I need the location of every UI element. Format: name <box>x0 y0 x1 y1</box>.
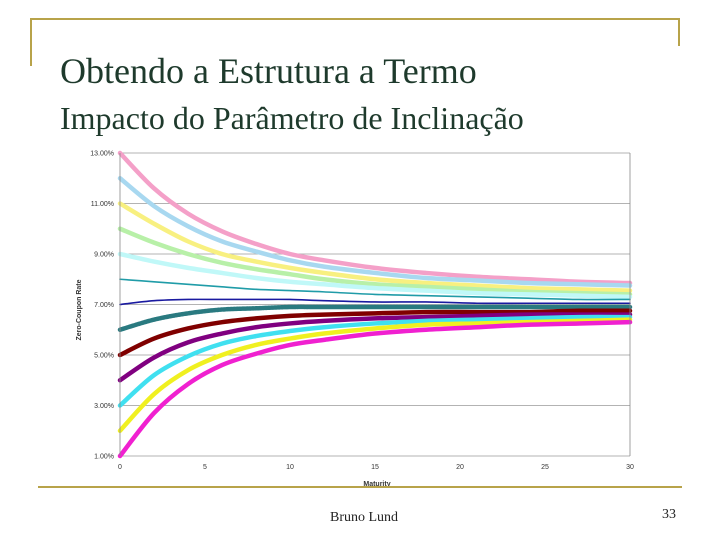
x-tick-label: 20 <box>456 464 464 471</box>
x-tick-label: 15 <box>371 464 379 471</box>
x-tick-label: 5 <box>203 464 207 471</box>
y-tick-label: 3.00% <box>94 403 114 410</box>
x-tick-label: 30 <box>626 464 634 471</box>
series-line <box>117 201 633 293</box>
series-line <box>117 176 633 288</box>
slide-title: Obtendo a Estrutura a Termo <box>60 51 477 91</box>
x-tick-label: 0 <box>118 464 122 471</box>
series-line <box>117 317 633 433</box>
y-tick-label: 1.00% <box>94 454 114 461</box>
series-line <box>117 312 633 383</box>
series-line <box>117 150 633 286</box>
page-number: 33 <box>662 507 676 522</box>
slide-subtitle: Impacto do Parâmetro de Inclinação <box>60 100 524 136</box>
series-line <box>119 278 631 301</box>
series-line <box>117 319 633 459</box>
y-tick-label: 9.00% <box>94 252 114 259</box>
series-line <box>117 308 633 358</box>
x-axis-label: Maturity <box>363 481 390 488</box>
series-line <box>117 314 633 408</box>
footer-divider <box>38 486 682 488</box>
y-tick-label: 11.00% <box>91 201 114 208</box>
slide-frame-left <box>30 18 32 66</box>
slide-frame-top <box>30 18 680 20</box>
slide-frame-right <box>678 18 680 46</box>
y-tick-label: 13.00% <box>90 151 114 158</box>
series-line <box>117 304 633 332</box>
footer-author: Bruno Lund <box>330 510 399 525</box>
grid-lines <box>120 152 630 457</box>
x-tick-label: 25 <box>541 464 549 471</box>
x-tick-label: 10 <box>286 464 294 471</box>
y-tick-label: 7.00% <box>94 302 114 309</box>
y-tick-label: 5.00% <box>94 353 114 360</box>
series-lines <box>117 150 633 459</box>
series-line <box>117 251 633 300</box>
series-line <box>119 298 631 306</box>
series-line <box>117 226 633 297</box>
axes: 1.00% 3.00% 5.00% 7.00% 9.00% 11.00% 13.00% 0 5 1… <box>90 151 634 472</box>
y-axis-label: Zero-Coupon Rate <box>76 279 83 340</box>
zero-coupon-rate-chart: 1.00% 3.00% 5.00% 7.00% 9.00% 11.00% 13.00% 0 5 1… <box>76 150 634 489</box>
